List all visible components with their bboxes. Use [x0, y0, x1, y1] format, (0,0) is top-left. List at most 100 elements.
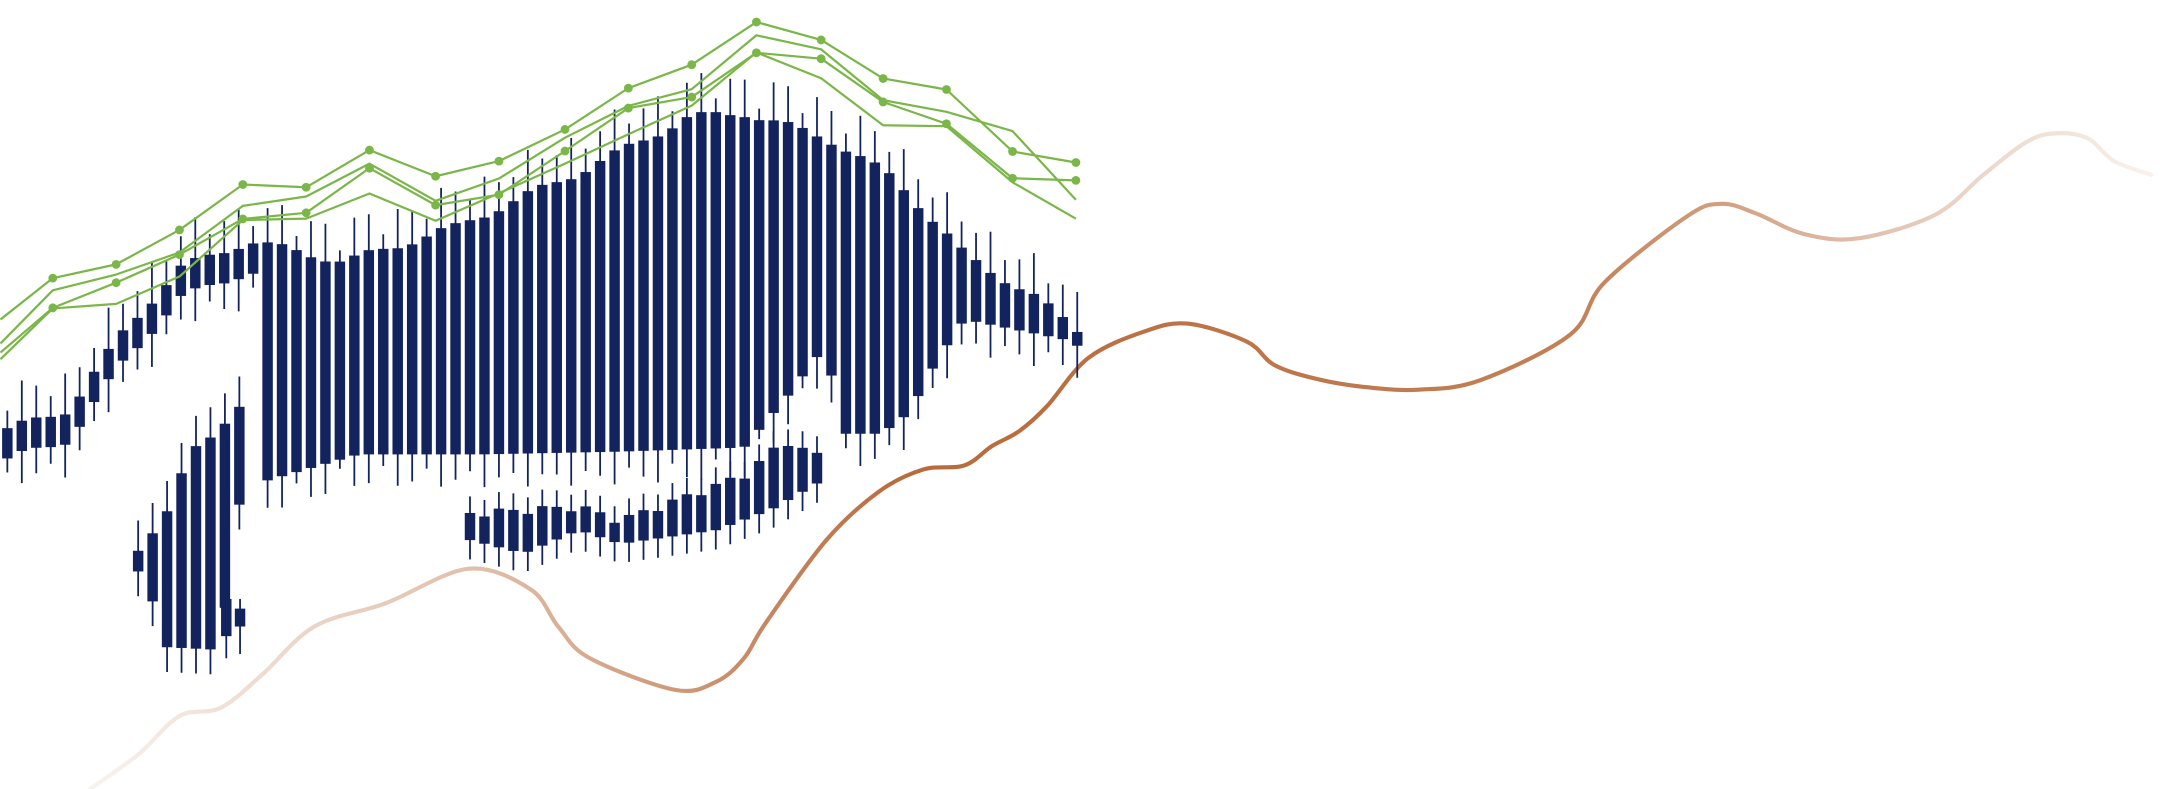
candle-body [508, 201, 519, 454]
candle-body [392, 248, 403, 455]
green-dot [111, 278, 121, 288]
green-dot [687, 92, 697, 102]
candle-body [205, 437, 216, 650]
candle-body [421, 236, 432, 455]
candle-body [811, 452, 823, 484]
candle-body [667, 128, 678, 450]
candle-body [2, 428, 13, 459]
green-dot [942, 85, 951, 94]
candle-body [1072, 331, 1083, 346]
candle-body [725, 115, 736, 448]
candle-body [537, 506, 548, 546]
candle-body [594, 160, 606, 453]
candle-body [667, 499, 678, 537]
candle-body [782, 122, 794, 396]
green-dot [752, 17, 761, 27]
candle-body [580, 172, 591, 453]
green-dot [560, 125, 570, 134]
green-dot [175, 225, 184, 235]
green-dot [623, 83, 633, 93]
candle-body [204, 254, 215, 286]
candle-body [276, 244, 288, 477]
candle-body [956, 247, 967, 324]
candle-body [479, 217, 490, 455]
candle-body [710, 112, 722, 449]
candle-body [912, 208, 924, 397]
candle-body [45, 416, 56, 448]
candle-body [840, 151, 852, 434]
green-dot [494, 156, 504, 166]
candle-body [190, 446, 202, 649]
candle-body [652, 510, 664, 539]
candle-body [406, 244, 418, 455]
candle-body [753, 461, 765, 515]
candle-body [59, 414, 71, 445]
candle-body [565, 511, 577, 534]
candle-body [132, 550, 144, 572]
candle-body [176, 473, 187, 648]
candle-body [234, 406, 245, 505]
candle-body [291, 250, 302, 473]
candle-body [551, 506, 562, 540]
candle-body [493, 508, 505, 548]
candle-body [522, 513, 534, 552]
candle-body [103, 348, 114, 380]
green-line [0, 51, 1077, 360]
candle-body [31, 417, 42, 448]
candle-body [739, 478, 750, 520]
green-dot [1071, 175, 1081, 185]
candle-body [970, 260, 982, 322]
green-dot [238, 180, 248, 189]
candle-body [464, 512, 476, 541]
candle-body [884, 173, 895, 429]
candle-body [219, 423, 231, 608]
candle-body [334, 261, 346, 460]
candle-body [753, 120, 765, 430]
candle-body [638, 140, 649, 451]
candle-body [739, 117, 750, 447]
candle-body [234, 608, 246, 627]
green-dot [301, 208, 311, 218]
green-dot [816, 54, 826, 64]
candle-body [681, 117, 693, 450]
green-dot [431, 200, 440, 210]
candle-body [132, 317, 143, 349]
candle-body [88, 371, 100, 403]
candle-body [768, 447, 779, 509]
candle-body [609, 522, 620, 543]
candle-body [551, 182, 562, 453]
candle-body [1014, 289, 1025, 331]
green-dot [560, 146, 570, 156]
candle-body [710, 483, 722, 531]
green-line [0, 51, 1076, 354]
green-dot [111, 259, 121, 269]
green-dot [1071, 158, 1081, 167]
candle-body [117, 330, 129, 361]
green-dot [816, 35, 826, 45]
candle-body [161, 511, 173, 648]
candle-body [999, 283, 1011, 328]
candle-body [797, 127, 808, 377]
candle-body [869, 162, 881, 434]
brown-curve-layer [87, 131, 2154, 789]
candle-body [508, 509, 519, 551]
candle-body [175, 265, 187, 296]
candle-body [435, 228, 447, 455]
green-dot [301, 182, 311, 192]
candle-body [493, 211, 505, 455]
candle-body [378, 248, 389, 455]
candle-body [855, 156, 866, 434]
candle-body [218, 253, 230, 284]
candle-body [594, 512, 606, 538]
candle-body [233, 248, 244, 280]
candle-body [349, 255, 360, 456]
brown-curve [87, 131, 2154, 789]
candle-body [927, 221, 938, 369]
candle-body [537, 184, 548, 454]
candle-body [320, 261, 331, 464]
candle-body [262, 242, 273, 481]
candle-body [609, 150, 620, 452]
candle-body [652, 136, 664, 451]
